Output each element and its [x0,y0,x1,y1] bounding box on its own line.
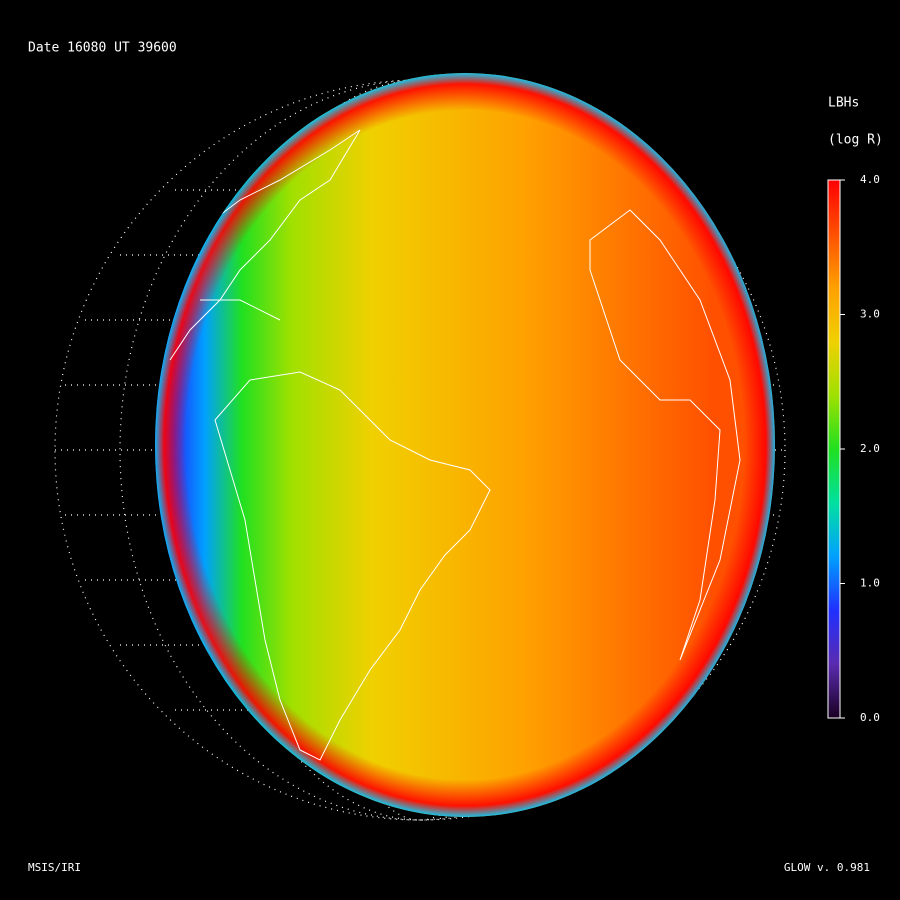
globe [155,73,775,817]
colorbar-tick-label: 3.0 [860,308,880,321]
colorbar-tick-label: 4.0 [860,173,880,186]
colorbar-title: LBHs [828,96,859,111]
colorbar-units: (log R) [828,133,883,148]
limb-brightening [155,73,775,817]
colorbar-tick-label: 2.0 [860,442,880,455]
colorbar-tick-label: 0.0 [860,711,880,724]
title: Date 16080 UT 39600 [28,41,177,56]
footer-right: GLOW v. 0.981 [784,861,870,874]
colorbar-tick-label: 1.0 [860,577,880,590]
coastlines [169,129,741,761]
colorbar [827,179,841,719]
footer-left: MSIS/IRI [28,861,81,874]
